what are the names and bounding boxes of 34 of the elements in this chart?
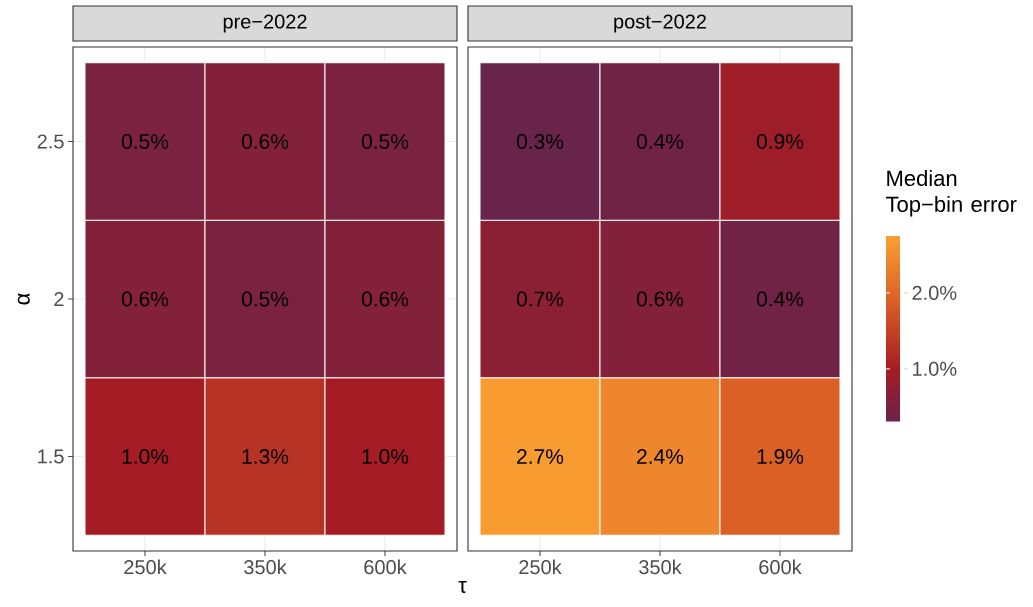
data-label: 0.6% — [636, 291, 684, 307]
x-axis-title: τ — [458, 581, 467, 593]
chart-title: post−2022 — [614, 14, 706, 33]
data-label: 0.3% — [516, 134, 564, 149]
data-label: 2.7% — [517, 449, 564, 464]
chart-title: pre−2022 — [223, 14, 307, 33]
data-label: 2.4% — [637, 449, 684, 464]
data-label: 1.9% — [757, 449, 804, 464]
data-label: 0.7% — [516, 291, 564, 307]
data-label: 0.5% — [241, 291, 289, 307]
data-label: 1.0% — [122, 449, 169, 464]
x-tick-label: 250k — [519, 559, 562, 575]
data-label: 1.0% — [362, 449, 409, 464]
y-tick-label: 1.5 — [38, 449, 64, 464]
data-label: 0.4% — [756, 291, 804, 307]
data-label: 1.3% — [242, 449, 289, 464]
data-label: 0.9% — [756, 134, 804, 149]
data-label: 0.6% — [121, 291, 169, 307]
color-bar-title: Median Top−bin error — [886, 169, 1017, 217]
y-tick-label: 2 — [54, 292, 64, 306]
x-tick-label: 600k — [759, 559, 802, 575]
data-label: 0.5% — [121, 134, 169, 149]
y-tick-label: 2.5 — [37, 134, 64, 149]
data-label: 0.4% — [636, 134, 684, 149]
x-tick-label: 600k — [364, 559, 407, 575]
color-bar-label: 2.0% — [912, 285, 957, 300]
color-bar-label: 1.0% — [913, 361, 957, 376]
x-tick-label: 350k — [244, 559, 287, 575]
x-tick-label: 350k — [639, 559, 682, 575]
data-label: 0.5% — [361, 134, 409, 149]
data-label: 0.6% — [361, 291, 409, 307]
data-label: 0.6% — [241, 134, 289, 149]
x-tick-label: 250k — [124, 559, 167, 575]
y-axis-title: α — [17, 293, 30, 305]
